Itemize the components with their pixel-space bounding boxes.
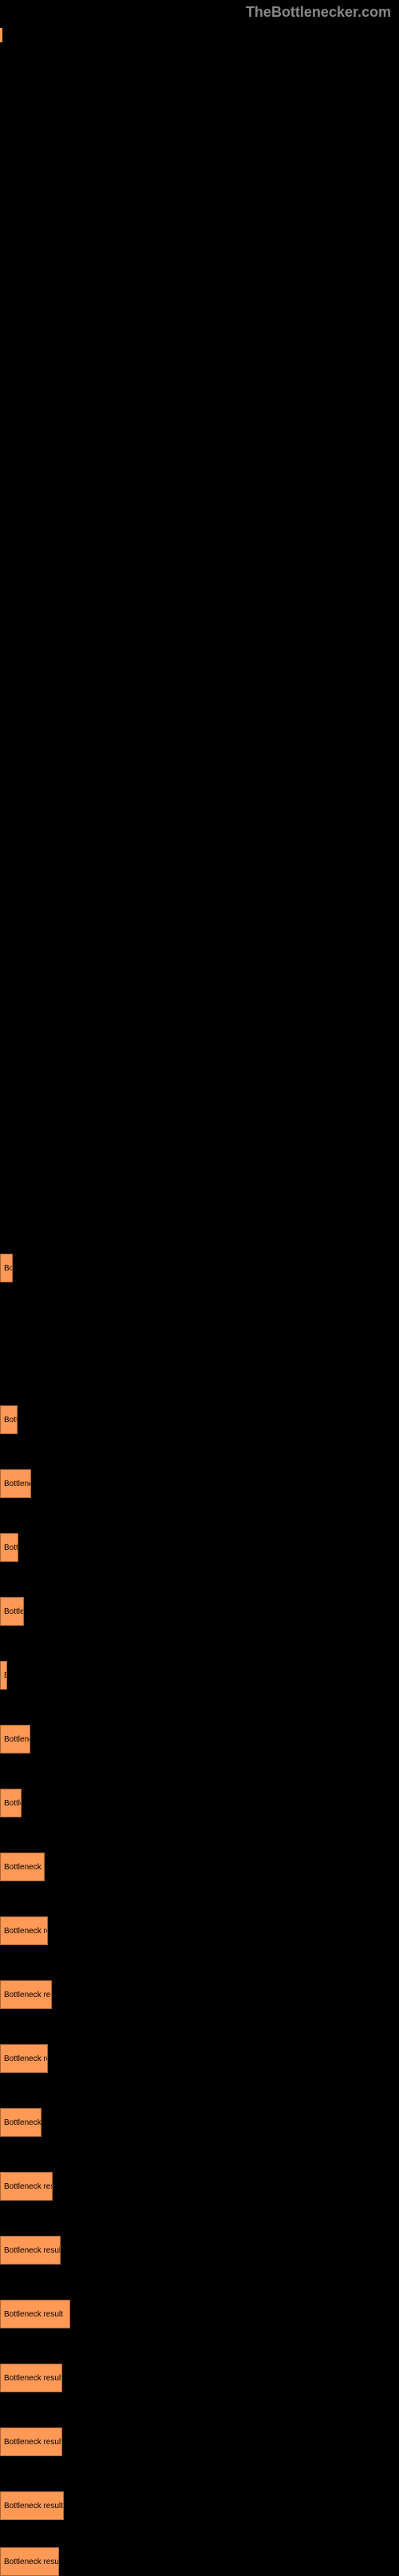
chart-bar: Bott <box>0 1533 18 1562</box>
chart-bar: B <box>0 1661 7 1690</box>
bar-label: Bottleneck r <box>4 2118 41 2127</box>
chart-bar: Bo <box>0 1254 13 1282</box>
bar-label: Bottle <box>4 1799 22 1808</box>
bar-label: Bottleneck result <box>4 2502 63 2511</box>
chart-bar: Bottleneck res <box>0 2044 48 2073</box>
chart-bar: Bottle <box>0 1597 24 1626</box>
bar-label: Bottlene <box>4 1735 30 1744</box>
bar-label: B <box>4 1671 7 1680</box>
bar-label: Bott <box>4 1416 18 1425</box>
bar-label: Bottleneck resu <box>4 1991 52 1999</box>
chart-bar: Bottleneck result <box>0 2300 70 2328</box>
bar-label: Bottlene <box>4 1480 31 1488</box>
chart-bar: Bottleneck result <box>0 2427 62 2456</box>
bar-label: Bottle <box>4 1607 24 1616</box>
axis-tick <box>0 28 2 42</box>
bar-label: Bottleneck result <box>4 2374 62 2383</box>
chart-bar: Bottleneck result <box>0 2236 61 2265</box>
chart-bar: Bottleneck resu <box>0 2172 53 2201</box>
chart-bar: Bottleneck result <box>0 2547 59 2576</box>
chart-bar: Bottlene <box>0 1725 30 1754</box>
bar-label: Bottleneck result <box>4 2246 61 2255</box>
bar-label: Bott <box>4 1544 18 1552</box>
bar-label: Bottleneck result <box>4 2438 62 2447</box>
chart-bar: Bottleneck res <box>0 1916 48 1945</box>
chart-bar: Bottleneck r <box>0 2108 41 2137</box>
chart-bar: Bott <box>0 1405 18 1434</box>
bar-label: Bottleneck res <box>4 2055 48 2063</box>
chart-bar: Bottle <box>0 1789 22 1817</box>
bar-label: Bottleneck resu <box>4 2182 53 2191</box>
brand-header: TheBottlenecker.com <box>246 4 391 21</box>
bar-label: Bo <box>4 1264 13 1273</box>
bar-label: Bottleneck result <box>4 2310 63 2319</box>
chart-bar: Bottlene <box>0 1469 31 1498</box>
bar-label: Bottleneck result <box>4 2558 59 2566</box>
bar-label: Bottleneck res <box>4 1927 48 1936</box>
chart-bar: Bottleneck re <box>0 1853 45 1881</box>
chart-bar: Bottleneck resu <box>0 1980 52 2009</box>
chart-bar: Bottleneck result <box>0 2364 62 2392</box>
bar-label: Bottleneck re <box>4 1863 45 1872</box>
chart-bar: Bottleneck result <box>0 2491 64 2520</box>
